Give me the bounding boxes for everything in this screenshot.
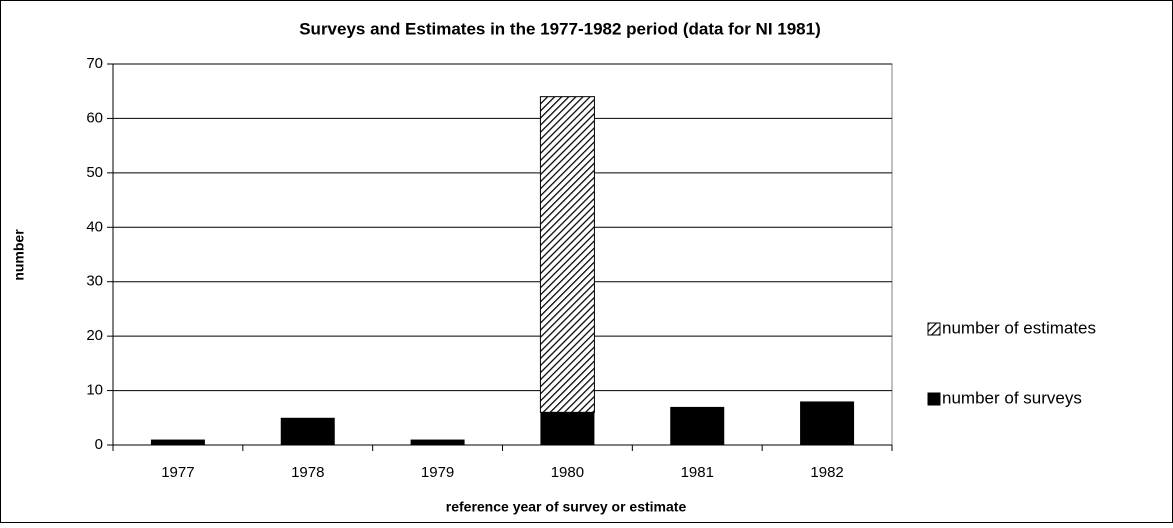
y-axis-title: number — [11, 229, 27, 281]
y-tick-label: 10 — [86, 382, 103, 399]
bar-segment — [539, 96, 595, 413]
y-tick-label: 0 — [95, 436, 103, 453]
x-axis-title: reference year of survey or estimate — [446, 499, 687, 515]
y-tick-label: 20 — [86, 327, 103, 344]
bar-segment — [410, 439, 465, 445]
x-tick-label: 1979 — [421, 464, 454, 481]
bar-segment — [540, 412, 595, 445]
legend-label: number of surveys — [942, 388, 1082, 407]
legend-swatch — [927, 322, 941, 336]
plot-area — [112, 63, 893, 446]
x-tick-label: 1977 — [161, 464, 194, 481]
y-tick-label: 50 — [86, 164, 103, 181]
bar-segment — [150, 439, 205, 445]
y-tick-label: 30 — [86, 273, 103, 290]
chart-title: Surveys and Estimates in the 1977-1982 p… — [299, 19, 821, 38]
legend-swatch — [927, 392, 941, 406]
y-tick-label: 70 — [86, 55, 103, 72]
y-tick-label: 40 — [86, 218, 103, 235]
bar-segment — [670, 406, 725, 445]
x-tick-label: 1982 — [810, 464, 843, 481]
y-tick-label: 60 — [86, 109, 103, 126]
x-tick-label: 1978 — [291, 464, 324, 481]
bar-segment — [280, 417, 335, 445]
bar-segment — [800, 401, 855, 445]
x-tick-label: 1980 — [551, 464, 584, 481]
legend-label: number of estimates — [942, 318, 1096, 337]
x-tick-label: 1981 — [681, 464, 714, 481]
